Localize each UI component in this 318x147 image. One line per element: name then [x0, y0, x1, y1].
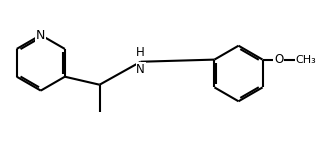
Text: N: N [36, 29, 45, 41]
Text: CH₃: CH₃ [295, 55, 316, 65]
Text: N: N [136, 63, 145, 76]
Text: O: O [274, 53, 283, 66]
Text: H: H [136, 46, 145, 59]
